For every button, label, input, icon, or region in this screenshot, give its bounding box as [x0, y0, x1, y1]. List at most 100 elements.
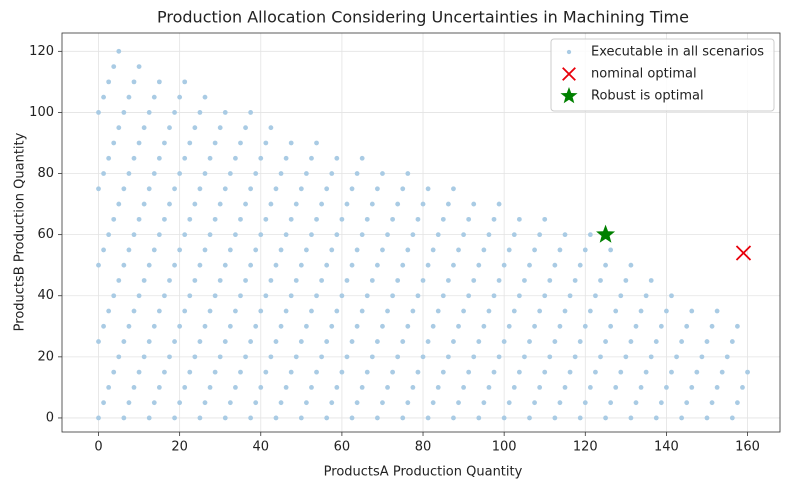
- point: [253, 247, 259, 253]
- point: [126, 400, 132, 406]
- point: [415, 369, 421, 375]
- point: [329, 171, 335, 176]
- point: [354, 247, 360, 253]
- point: [273, 415, 279, 421]
- point: [268, 201, 274, 207]
- point: [283, 308, 289, 314]
- point: [380, 400, 385, 406]
- point: [121, 262, 127, 268]
- point: [141, 354, 147, 360]
- point: [177, 323, 183, 329]
- point: [131, 232, 137, 238]
- point: [324, 186, 330, 192]
- x-tick-label: 40: [252, 440, 269, 455]
- point: [111, 293, 117, 299]
- point: [131, 79, 137, 85]
- point: [344, 201, 350, 207]
- point: [293, 201, 299, 207]
- point: [582, 400, 588, 406]
- point: [156, 155, 162, 161]
- point: [111, 64, 117, 70]
- point: [608, 323, 614, 329]
- point: [263, 140, 269, 146]
- point: [101, 171, 106, 176]
- point: [172, 186, 177, 192]
- point: [481, 400, 487, 406]
- point: [151, 323, 157, 329]
- point: [212, 293, 218, 299]
- point: [669, 369, 674, 375]
- point: [304, 171, 309, 176]
- point: [288, 369, 294, 375]
- point: [390, 293, 396, 299]
- point: [506, 400, 512, 406]
- point: [466, 216, 472, 222]
- point: [222, 339, 228, 344]
- point: [136, 140, 142, 146]
- point: [309, 155, 314, 161]
- point: [562, 308, 568, 314]
- point: [542, 216, 548, 222]
- point: [156, 79, 162, 85]
- point: [689, 384, 695, 390]
- point: [684, 400, 690, 406]
- point: [329, 323, 335, 329]
- point: [699, 354, 705, 360]
- legend-label: Robust is optimal: [591, 89, 704, 104]
- point: [648, 354, 654, 360]
- point: [593, 369, 598, 375]
- point: [608, 400, 614, 406]
- point: [385, 232, 390, 238]
- point: [704, 339, 710, 344]
- point: [141, 201, 147, 207]
- point: [405, 171, 411, 176]
- point: [562, 232, 568, 238]
- point: [253, 400, 259, 406]
- point: [628, 262, 634, 268]
- point: [664, 384, 669, 390]
- point: [197, 339, 203, 344]
- point: [603, 262, 608, 268]
- point: [248, 186, 254, 192]
- point: [420, 278, 426, 283]
- point: [243, 125, 248, 131]
- point: [278, 323, 284, 329]
- point: [440, 216, 446, 222]
- point: [369, 354, 375, 360]
- point: [146, 262, 152, 268]
- point: [238, 140, 243, 146]
- point: [273, 186, 279, 192]
- point: [522, 278, 527, 283]
- point: [719, 369, 725, 375]
- point: [172, 339, 177, 344]
- point: [106, 384, 112, 390]
- point: [278, 247, 284, 253]
- point: [491, 369, 497, 375]
- y-tick-label: 120: [29, 44, 54, 59]
- y-tick-label: 20: [37, 349, 54, 364]
- point: [496, 354, 502, 360]
- point: [121, 186, 127, 192]
- point: [339, 369, 345, 375]
- point: [395, 354, 401, 360]
- x-axis-label: ProductsA Production Quantity: [324, 465, 523, 480]
- point: [222, 186, 228, 192]
- point: [177, 400, 183, 406]
- point: [390, 369, 396, 375]
- point: [400, 186, 406, 192]
- point: [374, 415, 380, 421]
- point: [425, 262, 431, 268]
- point: [613, 384, 619, 390]
- point: [283, 232, 289, 238]
- point: [222, 415, 228, 421]
- point: [714, 308, 720, 314]
- x-tick-label: 140: [654, 440, 679, 455]
- point: [273, 339, 279, 344]
- point: [471, 278, 477, 283]
- point: [258, 155, 264, 161]
- y-tick-label: 80: [37, 166, 54, 181]
- point: [445, 201, 451, 207]
- point: [491, 293, 497, 299]
- point: [126, 94, 132, 100]
- point: [293, 278, 299, 283]
